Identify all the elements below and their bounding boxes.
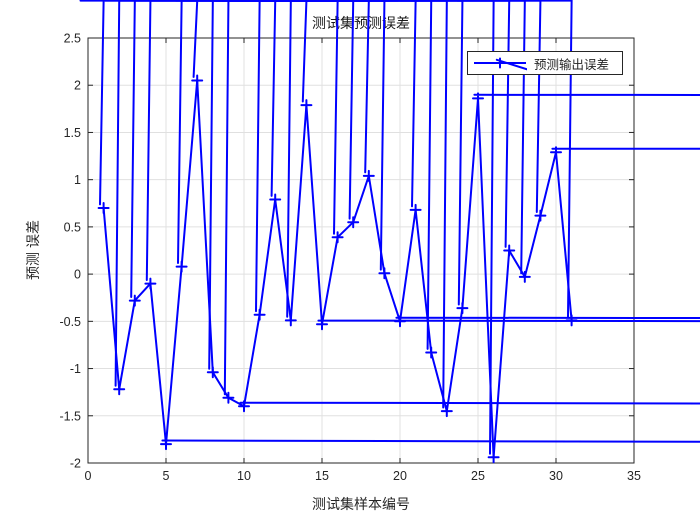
svg-text:35: 35 [627, 469, 641, 483]
svg-text:5: 5 [163, 469, 170, 483]
x-axis-label: 测试集样本编号 [312, 496, 410, 512]
svg-text:-0.5: -0.5 [59, 315, 81, 329]
legend-line-sample [474, 57, 527, 71]
svg-text:-1.5: -1.5 [59, 409, 81, 423]
legend: 预测输出误差 [467, 51, 623, 75]
svg-text:20: 20 [393, 469, 407, 483]
svg-text:25: 25 [471, 469, 485, 483]
svg-text:-1: -1 [70, 362, 81, 376]
svg-text:10: 10 [237, 469, 251, 483]
svg-text:0.5: 0.5 [64, 220, 81, 234]
svg-text:2.5: 2.5 [64, 32, 81, 46]
svg-text:1: 1 [74, 173, 81, 187]
svg-text:0: 0 [85, 469, 92, 483]
svg-text:-2: -2 [70, 457, 81, 471]
svg-text:2: 2 [74, 79, 81, 93]
svg-text:1.5: 1.5 [64, 126, 81, 140]
legend-label: 预测输出误差 [534, 57, 610, 72]
svg-text:15: 15 [315, 469, 329, 483]
svg-text:0: 0 [74, 268, 81, 282]
svg-text:30: 30 [549, 469, 563, 483]
